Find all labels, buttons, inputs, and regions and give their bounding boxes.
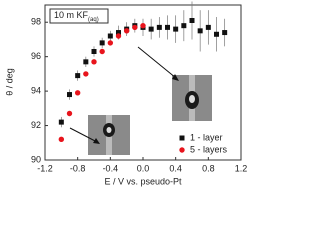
legend-label: 5 - layers [190,144,228,154]
inset-image [88,115,130,155]
data-point [67,92,72,98]
data-point [222,30,228,36]
chart: 10 m KF(aq) E / V vs. pseudo-Pt θ / deg … [4,1,248,186]
legend-marker [179,135,185,141]
x-tick-label: 1.2 [235,163,248,173]
arrow [69,46,179,144]
data-point [116,30,121,36]
y-tick-label: 94 [31,85,41,95]
data-point [66,110,73,117]
data-point [132,24,138,31]
data-point [148,26,154,32]
data-point [181,23,187,29]
data-point [214,31,219,37]
data-point [83,59,89,65]
annotation-box: 10 m KF(aq) [49,8,109,24]
x-tick-label: -1.2 [37,163,53,173]
x-axis-title: E / V vs. pseudo-Pt [104,176,182,186]
y-tick-label: 90 [31,154,41,164]
y-tick-label: 92 [31,120,41,130]
data-point [107,40,114,46]
x-tick-label: -0.4 [103,163,119,173]
annotation: 10 m KF(aq) [54,10,99,22]
data-point [189,18,195,23]
data-point [140,22,146,29]
data-point [107,33,113,39]
y-tick-label: 98 [31,17,41,27]
y-axis-title: θ / deg [4,68,14,96]
data-point [205,24,211,30]
data-point [99,48,105,55]
data-point [58,119,64,125]
inset-image [172,75,212,121]
x-tick-label: 0.8 [202,163,215,173]
data-point [197,28,203,34]
legend-marker [179,147,185,153]
x-tick-label: -0.8 [70,163,86,173]
data-point [75,73,81,79]
data-point [173,26,179,32]
data-point [123,28,130,34]
legend-label: 1 - layer [190,132,223,142]
data-point [156,24,162,30]
data-point [99,40,105,46]
x-tick-label: 0.0 [137,163,150,173]
y-tick-label: 96 [31,51,41,61]
data-point [91,59,97,65]
data-point [74,90,81,96]
data-point [83,71,89,77]
data-point [58,136,65,143]
data-point [115,33,122,39]
data-point [91,49,97,54]
x-tick-label: 0.4 [169,163,182,173]
data-point [165,24,170,30]
